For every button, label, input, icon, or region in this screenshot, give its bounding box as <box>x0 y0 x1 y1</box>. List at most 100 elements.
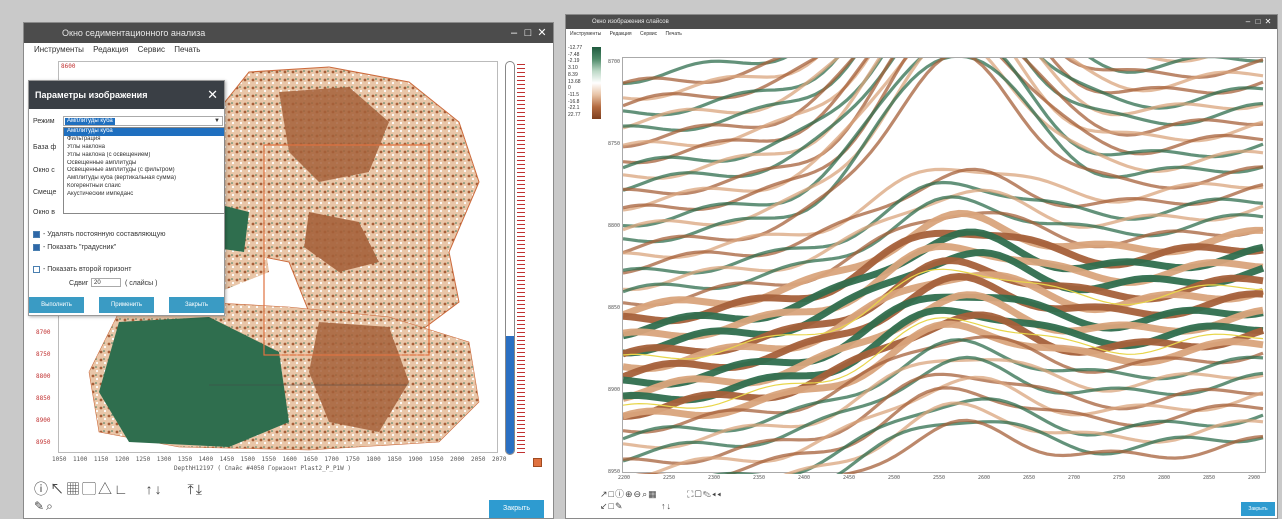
thermometer-bar[interactable] <box>505 61 515 455</box>
horizon-map[interactable]: 8600 <box>58 61 498 453</box>
pencil-small-icon[interactable]: ✎ <box>614 501 624 511</box>
menu-tools[interactable]: Инструменты <box>570 31 602 37</box>
menu-service[interactable]: Сервис <box>640 31 658 37</box>
fit-icon[interactable]: ⛶ <box>687 489 695 499</box>
legend-value: -2.19 <box>568 58 580 65</box>
legend-value: -7.48 <box>568 51 580 58</box>
menu-edit[interactable]: Редакция <box>93 45 129 54</box>
apply-button[interactable]: Применить <box>99 297 154 313</box>
right-x-tick: 2450 <box>843 475 856 481</box>
seismic-reflector <box>622 15 1263 133</box>
mode-option[interactable]: Когерентный слайс <box>67 183 121 190</box>
mode-select[interactable]: Амплитуды куба ▼ <box>63 116 223 126</box>
triangle-icon[interactable]: △ <box>98 481 114 497</box>
menu-edit[interactable]: Редакция <box>609 31 632 37</box>
sedimentation-window-title: Окно седиментационного анализа <box>62 28 206 38</box>
zoom-icon[interactable]: ⌕ <box>46 499 55 513</box>
amplitude-legend: -12.77 -7.48 -2.19 3.10 8.39 13.68 0 -11.5 -16.8… <box>568 45 604 120</box>
mode-option[interactable]: Углы наклона <box>67 143 105 150</box>
left-x-tick: 1050 <box>52 456 67 463</box>
arrow-dl-icon[interactable]: ↙ <box>600 501 609 511</box>
frame-icon[interactable]: □ <box>608 501 615 511</box>
dialog-close-icon[interactable]: ✕ <box>207 87 218 102</box>
close-icon[interactable]: ✕ <box>1264 17 1272 26</box>
maximize-icon[interactable]: □ <box>1255 17 1261 26</box>
right-x-tick: 2500 <box>888 475 901 481</box>
menu-print[interactable]: Печать <box>665 31 682 37</box>
left-x-tick: 2070 <box>492 456 507 463</box>
gradient-label: - Показать "градусник" <box>43 244 117 251</box>
page-icon[interactable]: ▢ <box>694 489 703 499</box>
pencil-icon[interactable]: ✎ <box>34 499 47 513</box>
mode-option[interactable]: Освещенные амплитуды (с фильтром) <box>67 167 175 174</box>
seismic-reflector <box>622 15 1264 130</box>
seismic-reflector <box>622 228 1264 340</box>
left-x-tick: 1300 <box>156 456 172 463</box>
mode-option[interactable]: Акустический импеданс <box>67 191 134 198</box>
seismic-reflector <box>622 291 1264 402</box>
left-y-tick: 8900 <box>36 417 51 424</box>
remove-dc-checkbox[interactable] <box>33 231 40 238</box>
execute-button[interactable]: Выполнить <box>29 297 84 313</box>
rewind-icon[interactable]: ◂◂ <box>711 489 723 499</box>
chevron-down-icon[interactable]: ▼ <box>214 118 220 124</box>
left-toolbar: ⓘ↖▦▢△∟ ↑↓ ⤒⤓ <box>34 479 204 499</box>
grid-icon[interactable]: ▦ <box>648 489 658 499</box>
seismic-reflector <box>622 397 1264 498</box>
mode-option[interactable]: Углы наклона (с освещением) <box>67 151 151 158</box>
zoom-out-icon[interactable]: ⊖ <box>633 489 643 499</box>
right-x-tick: 2750 <box>1113 475 1126 481</box>
grid-icon[interactable]: ▦ <box>66 481 82 497</box>
arrow-up-icon[interactable]: ↑ <box>145 481 155 497</box>
info-icon[interactable]: ⓘ <box>34 481 50 497</box>
right-toolbar-row2: ↙□✎ ↑↓ <box>600 501 672 512</box>
dialog-close-button[interactable]: Закрыть <box>169 297 224 313</box>
mode-option[interactable]: Освещенные амплитуды <box>67 159 137 166</box>
seismic-section[interactable] <box>621 15 1266 518</box>
expand-handle-icon[interactable] <box>533 458 542 467</box>
mode-option[interactable]: Фильтрация <box>67 135 101 142</box>
arrow-up-icon[interactable]: ↑ <box>661 501 667 511</box>
select-icon[interactable]: □ <box>608 489 615 499</box>
pencil-icon[interactable]: ✎ <box>702 489 712 499</box>
right-close-button[interactable]: Закрыть <box>1241 502 1275 516</box>
left-x-tick: 2000 <box>450 456 465 463</box>
shift-input[interactable]: 20 <box>91 278 121 287</box>
legend-value: -11.5 <box>568 91 580 98</box>
arrow-down-icon[interactable]: ↓ <box>154 481 164 497</box>
info-icon[interactable]: ⓘ <box>614 489 625 499</box>
close-icon[interactable]: ✕ <box>537 27 547 39</box>
minimize-icon[interactable]: – <box>1245 17 1251 26</box>
menu-service[interactable]: Сервис <box>137 45 166 54</box>
seismic-reflector <box>622 229 1264 325</box>
mode-option[interactable]: Амплитуды куба (вертикальная сумма) <box>67 175 176 182</box>
zoom-icon[interactable]: ⌕ <box>642 489 649 499</box>
seismic-reflector <box>622 51 1264 255</box>
pointer-icon[interactable]: ↗ <box>600 489 609 499</box>
seismic-reflector <box>622 188 1264 292</box>
pointer-icon[interactable]: ↖ <box>50 481 66 497</box>
dialog-title: Параметры изображения ✕ <box>29 81 224 109</box>
menu-tools[interactable]: Инструменты <box>34 45 84 54</box>
left-y-tick: 8750 <box>36 351 51 358</box>
mode-option[interactable]: Амплитуды куба <box>64 128 224 136</box>
top-icon[interactable]: ⤒ <box>187 481 196 497</box>
maximize-icon[interactable]: □ <box>524 27 532 39</box>
left-y-tick: 8700 <box>36 329 51 336</box>
left-close-button[interactable]: Закрыть <box>489 500 544 518</box>
page-icon[interactable]: ▢ <box>82 481 98 497</box>
angle-icon[interactable]: ∟ <box>114 481 130 497</box>
gradient-checkbox[interactable] <box>33 244 40 251</box>
bottom-icon[interactable]: ⤓ <box>195 481 204 497</box>
sedimentation-window: Окно седиментационного анализа – □ ✕ Инс… <box>23 22 554 519</box>
minimize-icon[interactable]: – <box>510 27 518 39</box>
right-x-tick: 2350 <box>753 475 766 481</box>
menu-print[interactable]: Печать <box>174 45 201 54</box>
zoom-in-icon[interactable]: ⊕ <box>625 489 634 499</box>
right-menubar: Инструменты Редакция Сервис Печать <box>566 29 1277 39</box>
second-horizon-checkbox[interactable] <box>33 266 40 273</box>
arrow-down-icon[interactable]: ↓ <box>666 501 673 511</box>
seismic-reflector <box>622 335 1264 434</box>
left-x-tick: 1400 <box>198 456 214 463</box>
param-label: База ф <box>33 144 57 151</box>
